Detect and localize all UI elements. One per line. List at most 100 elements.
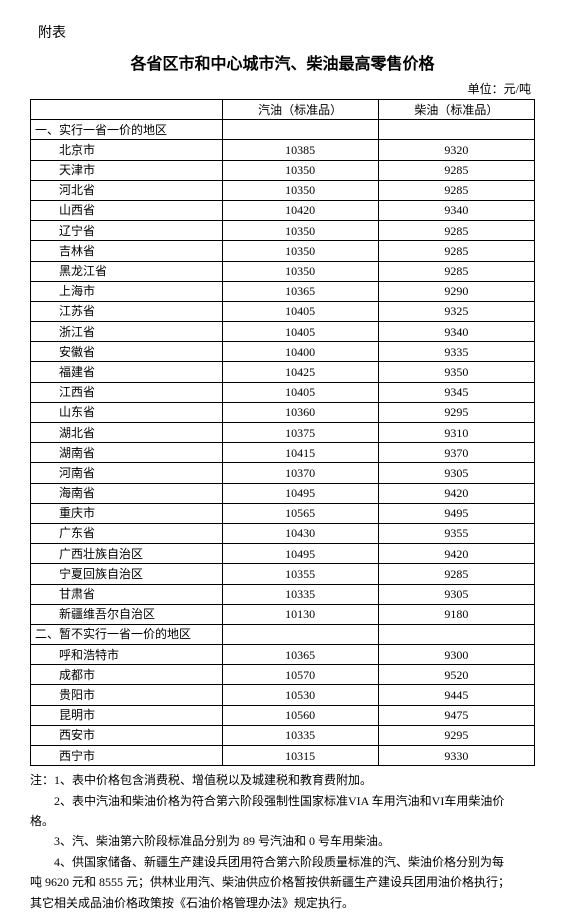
- table-row: 重庆市105659495: [31, 503, 535, 523]
- region-cell: 安徽省: [31, 342, 223, 362]
- diesel-cell: 9335: [378, 342, 534, 362]
- note-2a: 2、表中汽油和柴油价格为符合第六阶段强制性国家标准VIA 车用汽油和VI车用柴油…: [30, 791, 535, 811]
- table-row: 宁夏回族自治区103559285: [31, 564, 535, 584]
- diesel-cell: 9355: [378, 523, 534, 543]
- table-row: 天津市103509285: [31, 160, 535, 180]
- gasoline-cell: 10365: [222, 281, 378, 301]
- gasoline-cell: 10365: [222, 645, 378, 665]
- gasoline-cell: 10400: [222, 342, 378, 362]
- page-title: 各省区市和中心城市汽、柴油最高零售价格: [30, 50, 535, 74]
- empty-cell: [378, 120, 534, 140]
- diesel-cell: 9285: [378, 221, 534, 241]
- region-cell: 西宁市: [31, 746, 223, 766]
- region-cell: 山西省: [31, 200, 223, 220]
- gasoline-cell: 10130: [222, 604, 378, 624]
- diesel-cell: 9370: [378, 443, 534, 463]
- region-cell: 吉林省: [31, 241, 223, 261]
- gasoline-cell: 10415: [222, 443, 378, 463]
- gasoline-cell: 10420: [222, 200, 378, 220]
- gasoline-cell: 10405: [222, 301, 378, 321]
- gasoline-cell: 10350: [222, 261, 378, 281]
- diesel-cell: 9305: [378, 463, 534, 483]
- gasoline-cell: 10430: [222, 523, 378, 543]
- region-cell: 湖北省: [31, 423, 223, 443]
- price-table: 汽油（标准品） 柴油（标准品） 一、实行一省一价的地区北京市103859320天…: [30, 99, 535, 766]
- region-cell: 黑龙江省: [31, 261, 223, 281]
- note-3: 3、汽、柴油第六阶段标准品分别为 89 号汽油和 0 号车用柴油。: [30, 831, 535, 851]
- note-4c: 其它相关成品油价格政策按《石油价格管理办法》规定执行。: [30, 893, 535, 913]
- gasoline-cell: 10495: [222, 544, 378, 564]
- region-cell: 江苏省: [31, 301, 223, 321]
- region-cell: 成都市: [31, 665, 223, 685]
- gasoline-cell: 10405: [222, 382, 378, 402]
- table-row: 黑龙江省103509285: [31, 261, 535, 281]
- diesel-cell: 9340: [378, 322, 534, 342]
- unit-label: 单位：元/吨: [30, 80, 535, 97]
- region-cell: 河南省: [31, 463, 223, 483]
- diesel-cell: 9295: [378, 402, 534, 422]
- diesel-cell: 9310: [378, 423, 534, 443]
- gasoline-cell: 10350: [222, 241, 378, 261]
- region-cell: 福建省: [31, 362, 223, 382]
- region-cell: 呼和浩特市: [31, 645, 223, 665]
- section-label: 二、暂不实行一省一价的地区: [31, 624, 223, 644]
- diesel-cell: 9285: [378, 241, 534, 261]
- table-row: 安徽省104009335: [31, 342, 535, 362]
- table-row: 辽宁省103509285: [31, 221, 535, 241]
- table-row: 甘肃省103359305: [31, 584, 535, 604]
- region-cell: 江西省: [31, 382, 223, 402]
- gasoline-cell: 10315: [222, 746, 378, 766]
- diesel-cell: 9325: [378, 301, 534, 321]
- attachment-label: 附表: [30, 22, 535, 42]
- diesel-cell: 9475: [378, 705, 534, 725]
- table-row: 成都市105709520: [31, 665, 535, 685]
- section-row: 二、暂不实行一省一价的地区: [31, 624, 535, 644]
- empty-cell: [222, 120, 378, 140]
- diesel-cell: 9340: [378, 200, 534, 220]
- region-cell: 北京市: [31, 140, 223, 160]
- region-cell: 山东省: [31, 402, 223, 422]
- region-cell: 重庆市: [31, 503, 223, 523]
- section-row: 一、实行一省一价的地区: [31, 120, 535, 140]
- diesel-cell: 9305: [378, 584, 534, 604]
- diesel-cell: 9520: [378, 665, 534, 685]
- diesel-cell: 9285: [378, 261, 534, 281]
- diesel-cell: 9420: [378, 483, 534, 503]
- table-row: 福建省104259350: [31, 362, 535, 382]
- table-row: 贵阳市105309445: [31, 685, 535, 705]
- region-cell: 上海市: [31, 281, 223, 301]
- table-row: 浙江省104059340: [31, 322, 535, 342]
- table-row: 河北省103509285: [31, 180, 535, 200]
- diesel-cell: 9285: [378, 180, 534, 200]
- table-row: 山西省104209340: [31, 200, 535, 220]
- note-2b: 格。: [30, 811, 535, 831]
- diesel-cell: 9345: [378, 382, 534, 402]
- region-cell: 浙江省: [31, 322, 223, 342]
- diesel-cell: 9330: [378, 746, 534, 766]
- empty-cell: [378, 624, 534, 644]
- header-gasoline: 汽油（标准品）: [222, 100, 378, 120]
- table-row: 昆明市105609475: [31, 705, 535, 725]
- header-empty: [31, 100, 223, 120]
- diesel-cell: 9180: [378, 604, 534, 624]
- diesel-cell: 9420: [378, 544, 534, 564]
- table-row: 海南省104959420: [31, 483, 535, 503]
- gasoline-cell: 10375: [222, 423, 378, 443]
- table-row: 西安市103359295: [31, 725, 535, 745]
- diesel-cell: 9300: [378, 645, 534, 665]
- gasoline-cell: 10370: [222, 463, 378, 483]
- gasoline-cell: 10350: [222, 180, 378, 200]
- table-row: 江西省104059345: [31, 382, 535, 402]
- diesel-cell: 9295: [378, 725, 534, 745]
- gasoline-cell: 10350: [222, 221, 378, 241]
- gasoline-cell: 10335: [222, 725, 378, 745]
- diesel-cell: 9290: [378, 281, 534, 301]
- table-row: 广东省104309355: [31, 523, 535, 543]
- gasoline-cell: 10495: [222, 483, 378, 503]
- gasoline-cell: 10405: [222, 322, 378, 342]
- gasoline-cell: 10385: [222, 140, 378, 160]
- region-cell: 海南省: [31, 483, 223, 503]
- note-4a: 4、供国家储备、新疆生产建设兵团用符合第六阶段质量标准的汽、柴油价格分别为每: [30, 852, 535, 872]
- region-cell: 河北省: [31, 180, 223, 200]
- diesel-cell: 9285: [378, 160, 534, 180]
